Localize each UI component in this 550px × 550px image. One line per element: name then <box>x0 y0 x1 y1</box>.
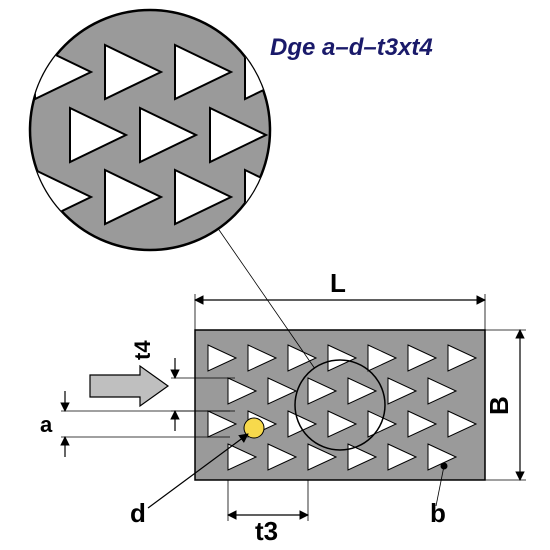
dim-label-d: d <box>130 498 146 528</box>
perforated-plate <box>195 330 485 480</box>
technical-drawing: Dge a–d–t3xt4 L Bt3 t4 a d b <box>0 0 550 550</box>
dim-label-B: B <box>484 396 514 415</box>
diagram-title: Dge a–d–t3xt4 <box>270 34 433 61</box>
dim-label-a: a <box>40 412 53 437</box>
flow-direction-arrow <box>90 366 168 406</box>
dim-label-b: b <box>430 498 446 528</box>
dim-label-t3: t3 <box>255 516 278 546</box>
dim-label-t4: t4 <box>130 340 155 360</box>
magnifier-view <box>30 10 301 250</box>
dim-label-L: L <box>330 268 346 298</box>
